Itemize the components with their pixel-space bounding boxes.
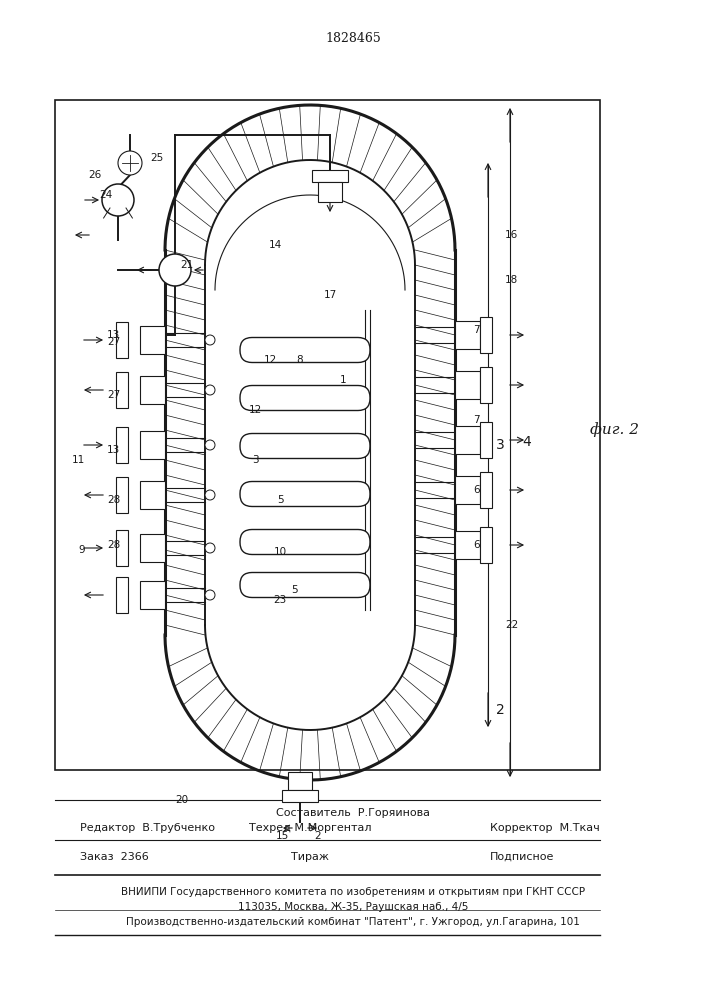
Bar: [140, 481, 165, 509]
Text: Корректор  М.Ткач: Корректор М.Ткач: [490, 823, 600, 833]
Text: 27: 27: [107, 390, 120, 400]
Text: 6: 6: [473, 540, 479, 550]
Bar: [55, 100, 600, 770]
Bar: [140, 326, 165, 354]
Bar: [455, 531, 480, 559]
Circle shape: [118, 151, 142, 175]
Circle shape: [205, 385, 215, 395]
Circle shape: [159, 254, 191, 286]
Bar: [116, 372, 128, 408]
FancyBboxPatch shape: [240, 434, 370, 458]
Bar: [140, 431, 165, 459]
Text: Редактор  В.Трубченко: Редактор В.Трубченко: [80, 823, 215, 833]
Text: ВНИИПИ Государственного комитета по изобретениям и открытиям при ГКНТ СССР: ВНИИПИ Государственного комитета по изоб…: [121, 887, 585, 897]
Bar: [282, 790, 318, 802]
Text: 12: 12: [248, 405, 262, 415]
Bar: [116, 530, 128, 566]
Bar: [312, 170, 348, 182]
Bar: [140, 581, 165, 609]
Bar: [480, 472, 492, 508]
Text: Тираж: Тираж: [291, 852, 329, 862]
Bar: [480, 367, 492, 403]
Bar: [455, 476, 480, 504]
Circle shape: [102, 184, 134, 216]
Text: 3: 3: [252, 455, 258, 465]
Text: 22: 22: [505, 620, 518, 630]
Text: 7: 7: [473, 325, 479, 335]
Text: 28: 28: [107, 540, 120, 550]
Bar: [455, 371, 480, 399]
FancyBboxPatch shape: [240, 482, 370, 506]
Bar: [140, 376, 165, 404]
Text: 6: 6: [473, 485, 479, 495]
Text: 1828465: 1828465: [325, 31, 381, 44]
Bar: [116, 477, 128, 513]
Text: 26: 26: [88, 170, 101, 180]
Text: 8: 8: [297, 355, 303, 365]
Text: 21: 21: [180, 260, 193, 270]
Text: Техред М.Моргентал: Техред М.Моргентал: [249, 823, 371, 833]
Text: 23: 23: [274, 595, 286, 605]
Text: 27: 27: [107, 337, 120, 347]
Text: Заказ  2366: Заказ 2366: [80, 852, 148, 862]
Text: 28: 28: [107, 495, 120, 505]
Text: 1: 1: [340, 375, 346, 385]
Circle shape: [205, 440, 215, 450]
Text: 13: 13: [107, 445, 120, 455]
FancyBboxPatch shape: [240, 385, 370, 410]
Text: 20: 20: [175, 795, 188, 805]
Text: M: M: [113, 195, 123, 205]
Bar: [480, 317, 492, 353]
Circle shape: [205, 590, 215, 600]
Bar: [116, 577, 128, 613]
Text: Составитель  Р.Горяинова: Составитель Р.Горяинова: [276, 808, 430, 818]
Text: 24: 24: [100, 190, 113, 200]
Circle shape: [205, 490, 215, 500]
Text: 13: 13: [107, 330, 120, 340]
Bar: [480, 422, 492, 458]
Text: 14: 14: [269, 240, 281, 250]
Text: 15: 15: [275, 831, 288, 841]
Text: 4: 4: [522, 436, 531, 450]
Text: 113035, Москва, Ж-35, Раушская наб., 4/5: 113035, Москва, Ж-35, Раушская наб., 4/5: [238, 902, 468, 912]
Text: W: W: [170, 265, 180, 275]
Text: Производственно-издательский комбинат "Патент", г. Ужгород, ул.Гагарина, 101: Производственно-издательский комбинат "П…: [126, 917, 580, 927]
Text: 5: 5: [292, 585, 298, 595]
FancyBboxPatch shape: [240, 572, 370, 597]
FancyBboxPatch shape: [240, 338, 370, 362]
Text: 18: 18: [505, 275, 518, 285]
Text: 2: 2: [496, 703, 505, 717]
Text: 10: 10: [274, 547, 286, 557]
Bar: [455, 426, 480, 454]
Text: 3: 3: [496, 438, 505, 452]
Bar: [318, 182, 342, 202]
Text: 25: 25: [150, 153, 163, 163]
Text: фиг. 2: фиг. 2: [590, 423, 639, 437]
Text: 12: 12: [264, 355, 276, 365]
FancyBboxPatch shape: [240, 530, 370, 554]
Bar: [116, 322, 128, 358]
Text: 11: 11: [71, 455, 85, 465]
Text: 17: 17: [323, 290, 337, 300]
Text: 7: 7: [473, 415, 479, 425]
Bar: [455, 321, 480, 349]
Text: 5: 5: [276, 495, 284, 505]
Text: Подписное: Подписное: [490, 852, 554, 862]
Bar: [480, 527, 492, 563]
Bar: [140, 534, 165, 562]
Text: 16: 16: [505, 230, 518, 240]
Text: 2: 2: [315, 831, 321, 841]
Bar: [116, 427, 128, 463]
Text: 9: 9: [78, 545, 85, 555]
Circle shape: [205, 543, 215, 553]
Bar: [288, 772, 312, 790]
Circle shape: [205, 335, 215, 345]
